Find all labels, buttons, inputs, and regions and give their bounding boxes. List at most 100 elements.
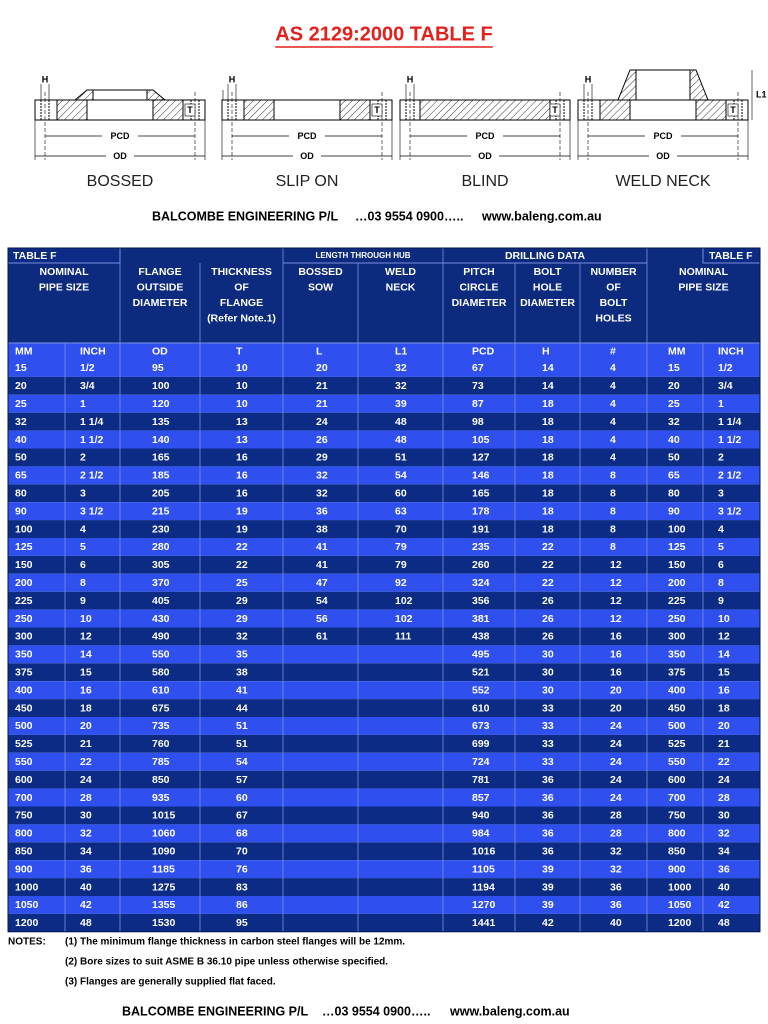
table-cell: 24 [610, 792, 622, 804]
table-cell: 36 [610, 899, 622, 911]
table-cell: 33 [542, 720, 554, 732]
table-cell: 24 [316, 416, 328, 428]
dim-label: OD [113, 151, 127, 161]
table-cell: 20 [718, 720, 730, 732]
group-header: LENGTH THROUGH HUB [315, 251, 410, 260]
table-cell: 1 1/2 [718, 434, 742, 446]
table-cell: 12 [610, 595, 622, 607]
table-cell: 12 [718, 631, 730, 643]
table-cell: 4 [610, 434, 616, 446]
table-cell: 18 [718, 702, 730, 714]
table-cell: 20 [15, 380, 27, 392]
table-row [8, 466, 760, 485]
notes-label: NOTES: [8, 937, 46, 948]
dim-label: PCD [653, 131, 673, 141]
dim-label: T [730, 105, 736, 115]
table-cell: 70 [236, 846, 248, 858]
table-cell: 3 1/2 [80, 505, 104, 517]
table-cell: 450 [15, 702, 33, 714]
table-cell: 200 [15, 577, 33, 589]
table-cell: 39 [542, 899, 554, 911]
footer-name: BALCOMBE ENGINEERING P/L [122, 1004, 308, 1018]
table-cell: 24 [80, 774, 92, 786]
table-cell: 205 [152, 488, 170, 500]
table-cell: 521 [472, 667, 490, 679]
diagram-name: WELD NECK [615, 173, 710, 190]
table-cell: 1/2 [718, 362, 733, 374]
table-cell: 4 [610, 416, 616, 428]
table-cell: 19 [236, 523, 248, 535]
unit-header: OD [152, 345, 168, 357]
table-cell: 250 [668, 613, 686, 625]
table-cell: 850 [668, 846, 686, 858]
table-cell: 3/4 [80, 380, 95, 392]
table-cell: 40 [718, 881, 730, 893]
table-cell: 32 [395, 380, 407, 392]
table-cell: 20 [80, 720, 92, 732]
table-cell: 105 [472, 434, 490, 446]
table-cell: 940 [472, 810, 490, 822]
table-row [8, 376, 760, 395]
dim-label: OD [656, 151, 670, 161]
dim-label: T [187, 105, 193, 115]
table-cell: 80 [15, 488, 27, 500]
table-row [8, 788, 760, 807]
table-cell: 92 [395, 577, 407, 589]
table-row [8, 913, 760, 932]
table-cell: 750 [668, 810, 686, 822]
table-cell: 32 [395, 362, 407, 374]
dim-box [184, 103, 196, 117]
column-header: SOW [308, 281, 333, 293]
table-cell: 47 [316, 577, 328, 589]
table-cell: 22 [236, 559, 248, 571]
table-row [8, 520, 760, 538]
table-cell: 4 [718, 523, 724, 535]
table-cell: 61 [316, 631, 328, 643]
table-border [7, 247, 761, 933]
table-row [8, 734, 760, 753]
dim-label: H [42, 74, 49, 84]
table-cell: 34 [80, 846, 92, 858]
table-cell: 24 [610, 720, 622, 732]
table-cell: 16 [718, 684, 730, 696]
column-header: DIAMETER [520, 297, 575, 309]
table-cell: 1/2 [80, 362, 95, 374]
table-cell: 13 [236, 416, 248, 428]
table-cell: 24 [610, 774, 622, 786]
table-cell: 400 [15, 684, 33, 696]
hatch [419, 99, 551, 121]
table-cell: 41 [316, 559, 328, 571]
hub [73, 89, 94, 101]
column-header: OUTSIDE [137, 281, 184, 293]
table-cell: 18 [542, 434, 554, 446]
diagram-name: BLIND [461, 173, 508, 190]
hatch [599, 99, 631, 121]
table-label: TABLE F [13, 250, 57, 262]
table-cell: 3 1/2 [718, 505, 742, 517]
table-cell: 760 [152, 738, 170, 750]
table-cell: 4 [610, 398, 616, 410]
table-row [8, 824, 760, 843]
table-cell: 1105 [472, 863, 495, 875]
table-cell: 724 [472, 756, 490, 768]
unit-header: # [610, 345, 616, 357]
table-cell: 42 [542, 917, 554, 929]
label-bg [102, 130, 138, 142]
table-cell: 5 [80, 541, 86, 553]
table-cell: 550 [668, 756, 686, 768]
table-cell: 13 [236, 434, 248, 446]
table-cell: 230 [152, 523, 170, 535]
table-cell: 60 [395, 488, 407, 500]
table-cell: 100 [152, 380, 170, 392]
label-bg [467, 130, 503, 142]
units-row [8, 343, 760, 359]
table-cell: 857 [472, 792, 490, 804]
table-cell: 50 [15, 452, 27, 464]
table-cell: 25 [236, 577, 248, 589]
table-row [8, 609, 760, 628]
table-cell: 18 [542, 523, 554, 535]
table-cell: 525 [15, 738, 33, 750]
column-header: DIAMETER [452, 297, 507, 309]
table-cell: 90 [15, 505, 27, 517]
